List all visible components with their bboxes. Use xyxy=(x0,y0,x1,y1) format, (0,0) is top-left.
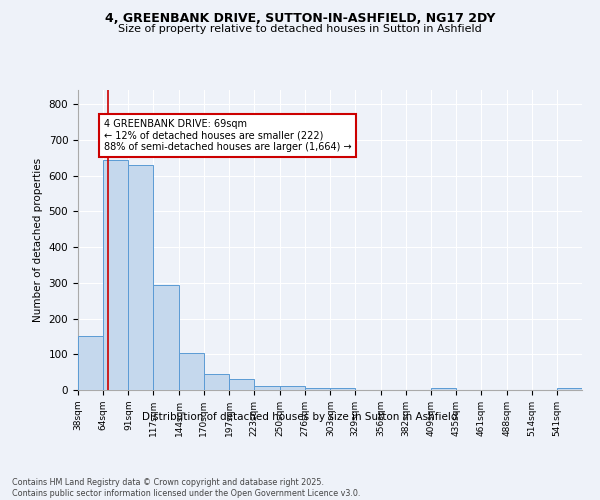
Bar xyxy=(280,386,305,390)
Text: Size of property relative to detached houses in Sutton in Ashfield: Size of property relative to detached ho… xyxy=(118,24,482,34)
Bar xyxy=(254,386,280,390)
Bar xyxy=(431,388,456,390)
Bar xyxy=(153,286,179,390)
Text: Distribution of detached houses by size in Sutton in Ashfield: Distribution of detached houses by size … xyxy=(142,412,458,422)
Bar xyxy=(305,388,331,390)
Bar xyxy=(331,388,355,390)
Y-axis label: Number of detached properties: Number of detached properties xyxy=(33,158,43,322)
Bar xyxy=(179,353,204,390)
Bar xyxy=(78,336,103,390)
Bar xyxy=(204,374,229,390)
Bar xyxy=(103,160,128,390)
Text: Contains HM Land Registry data © Crown copyright and database right 2025.
Contai: Contains HM Land Registry data © Crown c… xyxy=(12,478,361,498)
Bar xyxy=(229,380,254,390)
Bar xyxy=(557,388,582,390)
Text: 4, GREENBANK DRIVE, SUTTON-IN-ASHFIELD, NG17 2DY: 4, GREENBANK DRIVE, SUTTON-IN-ASHFIELD, … xyxy=(105,12,495,26)
Text: 4 GREENBANK DRIVE: 69sqm
← 12% of detached houses are smaller (222)
88% of semi-: 4 GREENBANK DRIVE: 69sqm ← 12% of detach… xyxy=(104,118,352,152)
Bar xyxy=(128,165,153,390)
